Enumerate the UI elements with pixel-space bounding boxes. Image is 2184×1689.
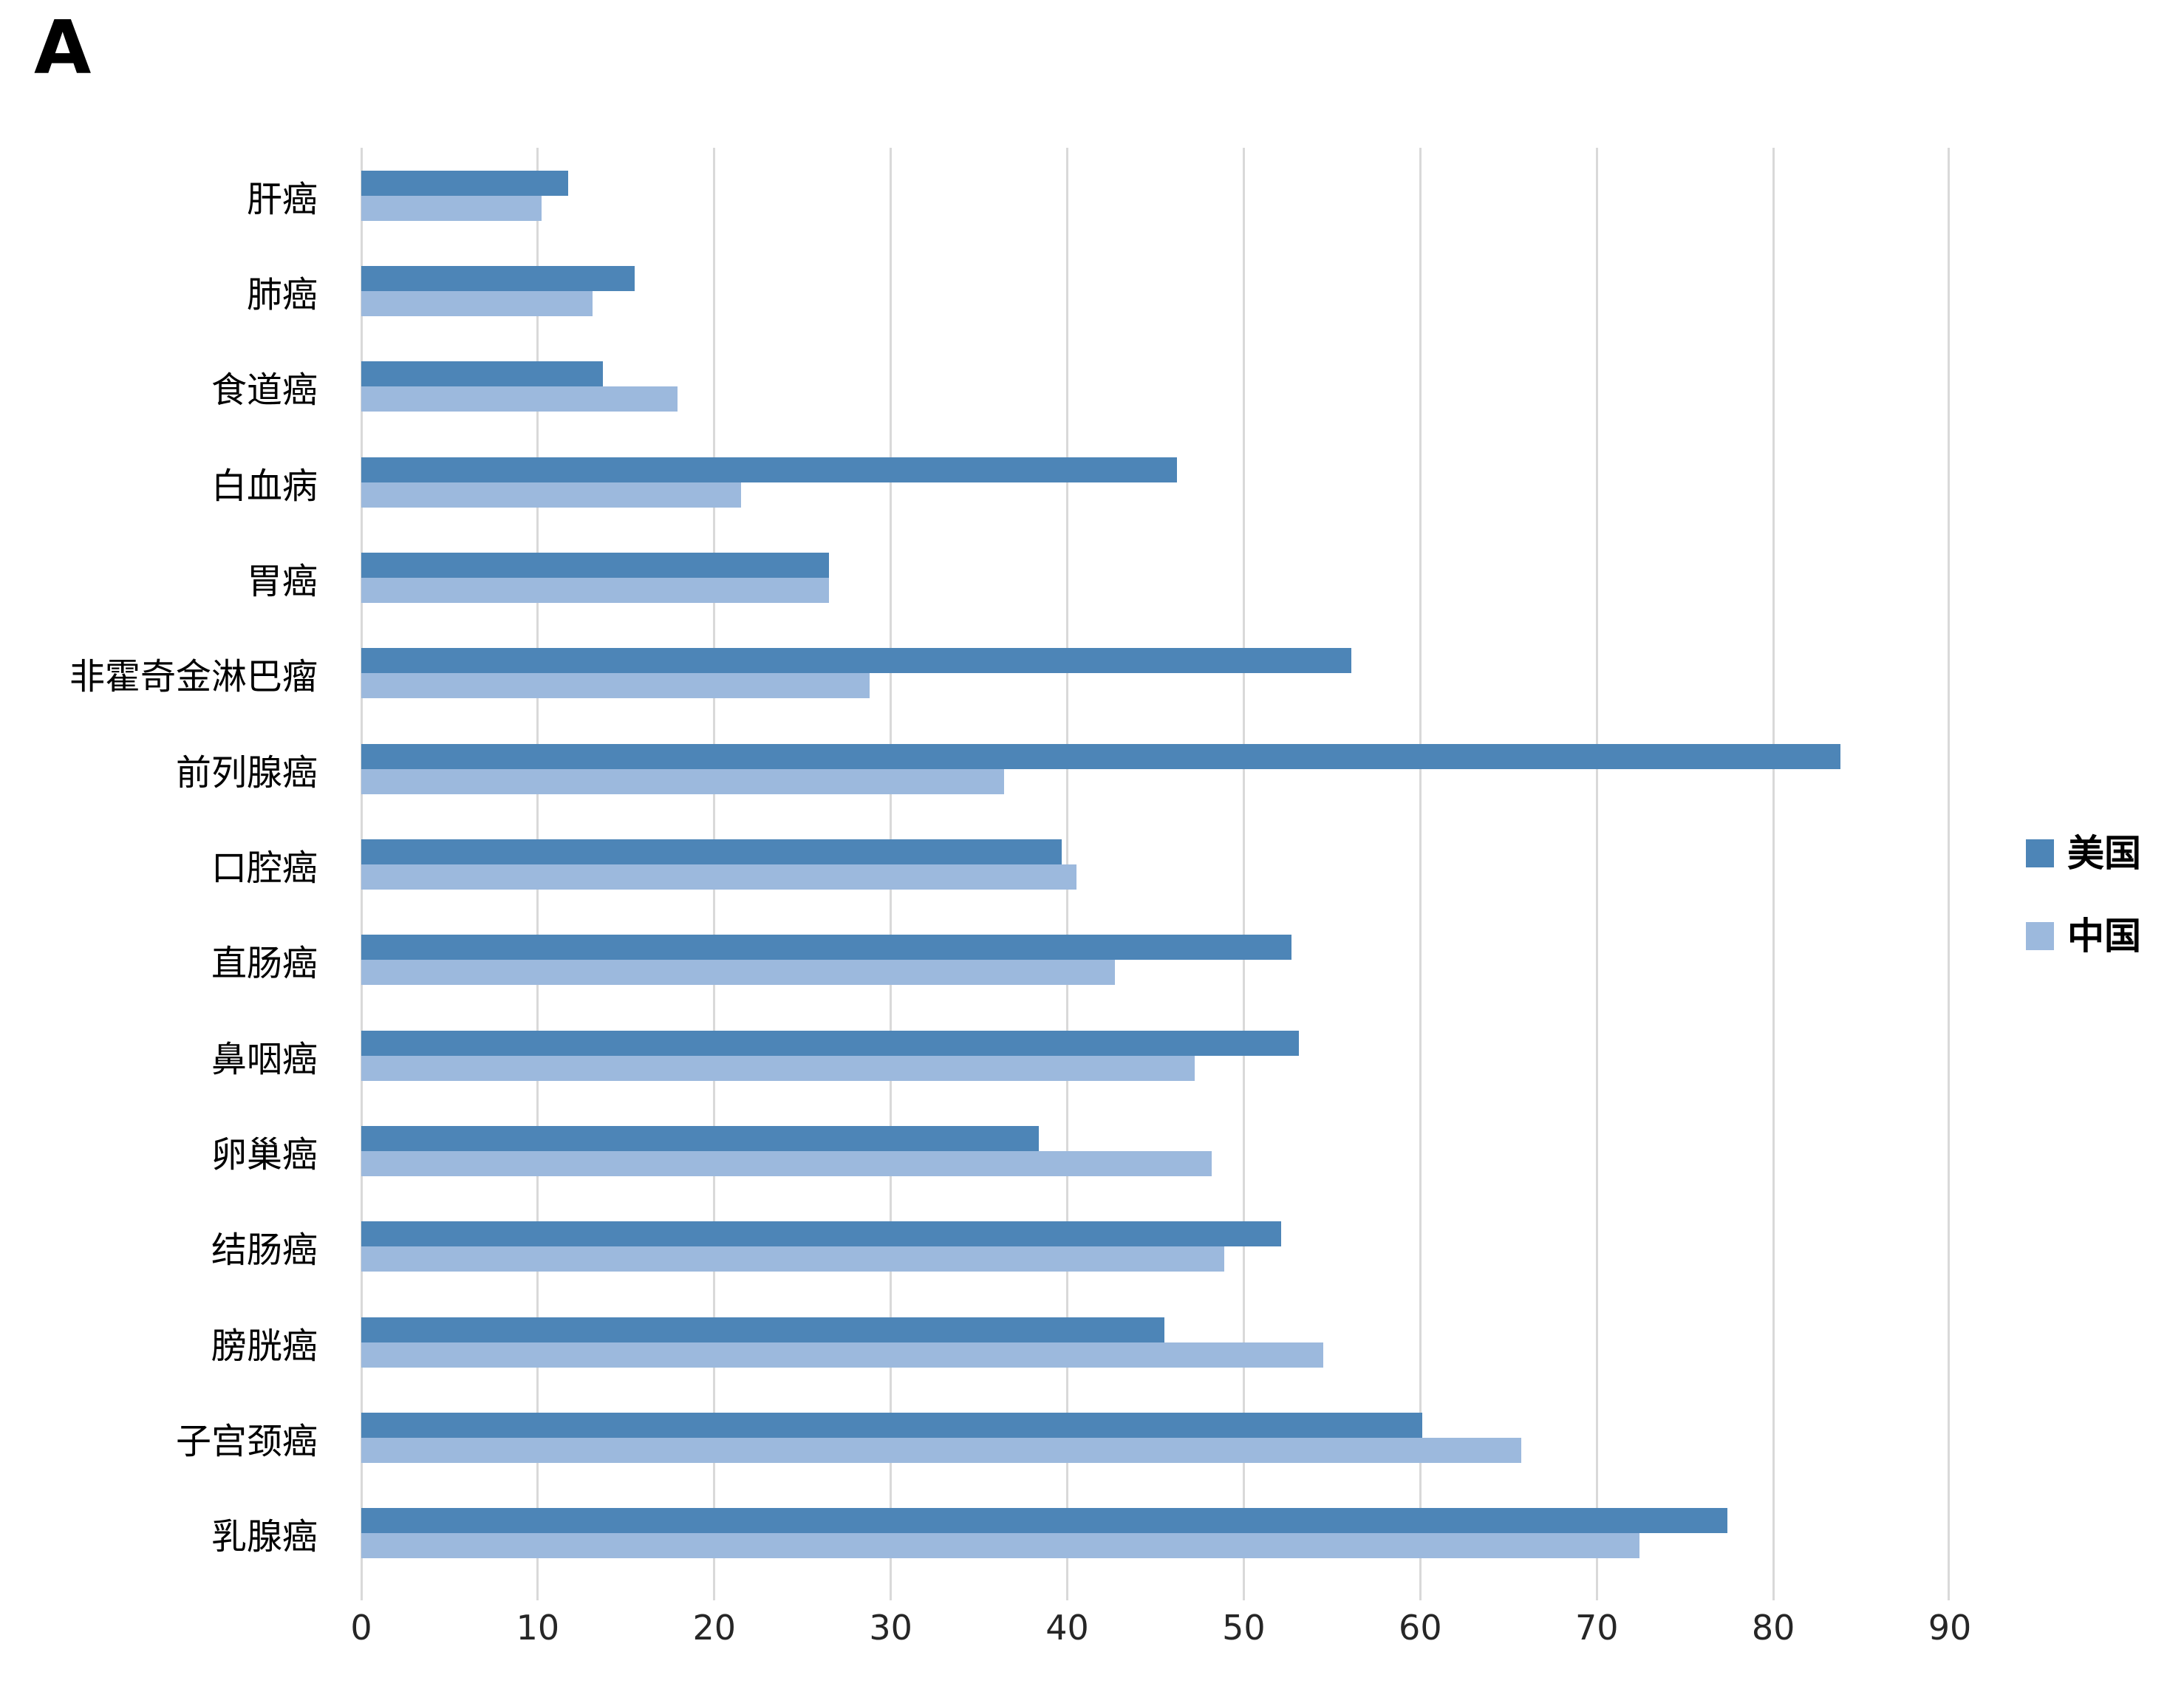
bar-中国-肺癌 xyxy=(361,290,593,316)
bar-中国-结肠癌 xyxy=(361,1246,1225,1272)
x-tick-label-60: 60 xyxy=(1399,1608,1442,1648)
legend-label: 美国 xyxy=(2067,832,2141,875)
bar-美国-胃癌 xyxy=(361,552,830,578)
bar-中国-非霍奇金淋巴瘤 xyxy=(361,673,870,699)
bar-group-食道癌 xyxy=(361,339,1950,434)
category-label-鼻咽癌: 鼻咽癌 xyxy=(211,1038,318,1080)
x-tick-label-90: 90 xyxy=(1928,1608,1972,1648)
bar-group-结肠癌 xyxy=(361,1199,1950,1294)
bar-中国-食道癌 xyxy=(361,386,678,412)
bar-中国-卵巢癌 xyxy=(361,1150,1212,1176)
gridline-50 xyxy=(1242,148,1245,1600)
category-label-直肠癌: 直肠癌 xyxy=(211,943,318,985)
bar-group-非霍奇金淋巴瘤 xyxy=(361,626,1950,721)
x-tick-label-10: 10 xyxy=(516,1608,560,1648)
bar-中国-乳腺癌 xyxy=(361,1533,1639,1559)
bar-group-卵巢癌 xyxy=(361,1103,1950,1198)
x-tick-label-30: 30 xyxy=(869,1608,912,1648)
bar-group-鼻咽癌 xyxy=(361,1008,1950,1103)
bar-中国-直肠癌 xyxy=(361,960,1116,986)
bar-美国-鼻咽癌 xyxy=(361,1030,1299,1056)
bar-中国-口腔癌 xyxy=(361,864,1076,890)
bar-group-子宫颈癌 xyxy=(361,1390,1950,1485)
bar-美国-乳腺癌 xyxy=(361,1508,1727,1534)
bar-美国-直肠癌 xyxy=(361,935,1291,960)
bar-group-直肠癌 xyxy=(361,912,1950,1008)
bar-中国-鼻咽癌 xyxy=(361,1055,1195,1081)
bar-美国-卵巢癌 xyxy=(361,1125,1040,1151)
bar-group-肺癌 xyxy=(361,243,1950,338)
bar-美国-口腔癌 xyxy=(361,839,1062,864)
bar-中国-白血病 xyxy=(361,482,741,508)
bar-中国-子宫颈癌 xyxy=(361,1437,1521,1463)
legend-label: 中国 xyxy=(2067,915,2141,958)
legend-swatch-icon xyxy=(2026,839,2054,867)
bar-group-口腔癌 xyxy=(361,816,1950,912)
gridline-60 xyxy=(1419,148,1422,1600)
x-tick-label-40: 40 xyxy=(1045,1608,1089,1648)
gridline-70 xyxy=(1595,148,1598,1600)
category-label-非霍奇金淋巴瘤: 非霍奇金淋巴瘤 xyxy=(69,656,318,698)
legend-item-中国: 中国 xyxy=(2026,918,2141,955)
category-label-食道癌: 食道癌 xyxy=(211,369,318,412)
category-label-结肠癌: 结肠癌 xyxy=(211,1229,318,1272)
bar-美国-肺癌 xyxy=(361,265,635,291)
x-tick-label-0: 0 xyxy=(350,1608,372,1648)
bar-group-胃癌 xyxy=(361,530,1950,625)
bar-group-乳腺癌 xyxy=(361,1486,1950,1581)
category-label-白血病: 白血病 xyxy=(211,465,318,507)
bar-中国-肝癌 xyxy=(361,195,542,221)
bar-group-肝癌 xyxy=(361,148,1950,243)
x-tick-label-20: 20 xyxy=(692,1608,737,1648)
bar-group-膀胱癌 xyxy=(361,1294,1950,1390)
bar-美国-膀胱癌 xyxy=(361,1317,1164,1342)
x-tick-label-80: 80 xyxy=(1751,1608,1795,1648)
bar-中国-膀胱癌 xyxy=(361,1342,1323,1368)
panel-label: A xyxy=(34,4,92,91)
legend-swatch-icon xyxy=(2026,922,2054,950)
bar-美国-子宫颈癌 xyxy=(361,1412,1422,1438)
bar-美国-结肠癌 xyxy=(361,1221,1281,1247)
gridline-80 xyxy=(1772,148,1775,1600)
chart-legend: 美国 中国 xyxy=(2026,835,2141,1000)
bar-美国-白血病 xyxy=(361,457,1177,482)
category-label-卵巢癌: 卵巢癌 xyxy=(211,1133,318,1176)
bar-chart-plot-area xyxy=(360,148,1950,1600)
bar-中国-前列腺癌 xyxy=(361,768,1004,794)
x-tick-label-50: 50 xyxy=(1222,1608,1266,1648)
category-label-胃癌: 胃癌 xyxy=(246,560,318,602)
category-label-前列腺癌: 前列腺癌 xyxy=(175,751,318,794)
bar-美国-非霍奇金淋巴瘤 xyxy=(361,648,1352,674)
bar-美国-食道癌 xyxy=(361,361,604,387)
category-label-口腔癌: 口腔癌 xyxy=(211,847,318,889)
bar-中国-胃癌 xyxy=(361,577,830,603)
category-label-膀胱癌: 膀胱癌 xyxy=(211,1325,318,1367)
legend-item-美国: 美国 xyxy=(2026,835,2141,872)
bar-group-白血病 xyxy=(361,434,1950,530)
x-tick-label-70: 70 xyxy=(1574,1608,1619,1648)
bar-group-前列腺癌 xyxy=(361,721,1950,816)
gridline-90 xyxy=(1948,148,1950,1600)
category-label-肝癌: 肝癌 xyxy=(246,178,318,220)
category-label-肺癌: 肺癌 xyxy=(246,273,318,315)
bar-美国-前列腺癌 xyxy=(361,743,1840,769)
bar-美国-肝癌 xyxy=(361,170,568,196)
category-axis: 肝癌肺癌食道癌白血病胃癌非霍奇金淋巴瘤前列腺癌口腔癌直肠癌鼻咽癌卵巢癌结肠癌膀胱… xyxy=(0,148,338,1581)
category-label-子宫颈癌: 子宫颈癌 xyxy=(175,1420,318,1462)
category-label-乳腺癌: 乳腺癌 xyxy=(211,1516,318,1558)
